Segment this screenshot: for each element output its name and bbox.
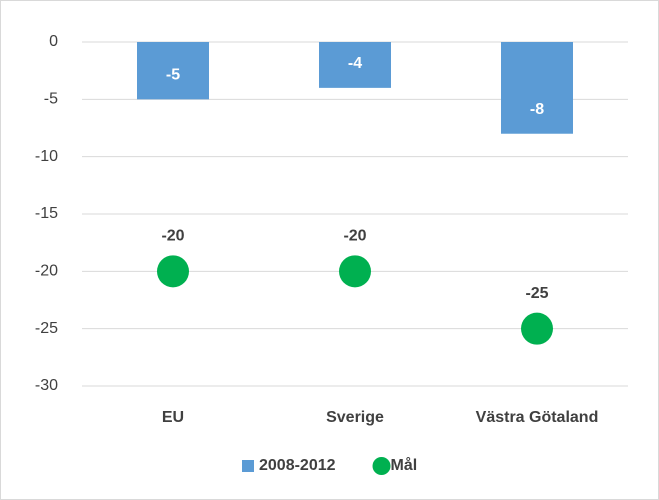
legend-swatch bbox=[242, 460, 254, 472]
y-tick-label: 0 bbox=[49, 33, 58, 50]
x-tick-label: EU bbox=[162, 409, 184, 426]
legend-label: 2008-2012 bbox=[259, 457, 336, 474]
legend-label: Mål bbox=[391, 456, 418, 474]
x-tick-label: Sverige bbox=[326, 409, 384, 426]
bar bbox=[501, 42, 573, 134]
data-label: -25 bbox=[525, 285, 548, 302]
point bbox=[157, 255, 189, 288]
data-label: -20 bbox=[161, 228, 184, 245]
y-tick-label: -30 bbox=[35, 377, 58, 394]
y-tick-label: -15 bbox=[35, 205, 58, 222]
y-tick-label: -20 bbox=[35, 263, 58, 280]
y-tick-label: -5 bbox=[44, 91, 58, 108]
data-label: -5 bbox=[166, 67, 180, 84]
point bbox=[339, 255, 371, 288]
y-tick-label: -10 bbox=[35, 148, 58, 165]
point bbox=[521, 312, 553, 345]
bar bbox=[137, 42, 209, 100]
data-label: -4 bbox=[348, 55, 362, 72]
data-label: -20 bbox=[343, 228, 366, 245]
data-label: -8 bbox=[530, 101, 544, 118]
legend-swatch bbox=[372, 457, 391, 475]
bar bbox=[319, 42, 391, 88]
y-tick-label: -25 bbox=[35, 320, 58, 337]
x-tick-label: Västra Götaland bbox=[476, 409, 599, 426]
